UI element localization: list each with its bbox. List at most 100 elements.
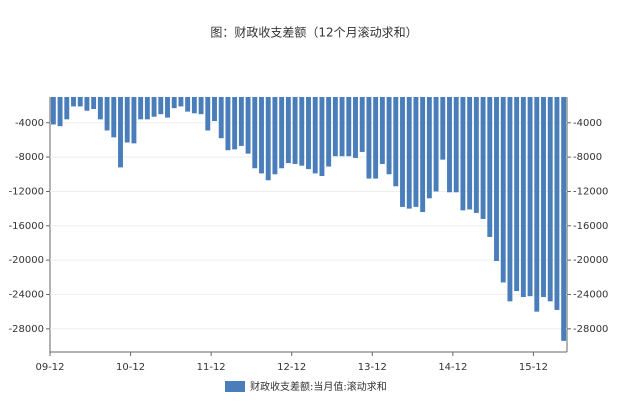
- bar: [346, 97, 352, 157]
- bar: [447, 97, 452, 193]
- bar: [151, 97, 157, 117]
- bar: [332, 97, 338, 157]
- bar: [306, 97, 311, 170]
- bar: [353, 97, 358, 158]
- y2-tick-label: -16000: [573, 221, 608, 232]
- bar: [541, 97, 546, 298]
- y2-tick-label: -12000: [573, 186, 608, 197]
- x-tick-label: 15-12: [519, 362, 548, 373]
- bar: [118, 97, 123, 168]
- bar: [238, 97, 244, 146]
- bar: [366, 97, 372, 179]
- bar: [252, 97, 258, 169]
- bar: [494, 97, 499, 261]
- bar: [111, 97, 117, 138]
- bar: [406, 97, 412, 209]
- bar: [420, 97, 426, 213]
- bar: [460, 97, 466, 211]
- bar: [104, 97, 110, 131]
- bar: [57, 97, 63, 127]
- y-tick-label: -24000: [9, 289, 44, 300]
- bar: [225, 97, 231, 151]
- legend-swatch: [225, 381, 245, 392]
- bar: [561, 97, 567, 341]
- bar: [259, 97, 264, 174]
- bar: [386, 97, 392, 175]
- bar: [487, 97, 493, 237]
- bar: [453, 97, 459, 193]
- bar: [171, 97, 177, 109]
- bar: [178, 97, 184, 107]
- bar: [426, 97, 432, 199]
- bar: [124, 97, 130, 143]
- bar: [185, 97, 191, 112]
- bar: [520, 97, 526, 298]
- bar: [312, 97, 318, 174]
- bar: [131, 97, 137, 144]
- bar: [279, 97, 285, 169]
- y-tick-label: -16000: [9, 221, 44, 232]
- bar: [527, 97, 533, 297]
- bar: [299, 97, 305, 166]
- bar: [158, 97, 164, 115]
- bar: [319, 97, 325, 176]
- bar: [473, 97, 479, 213]
- bar: [165, 97, 170, 118]
- bar: [500, 97, 506, 283]
- bar: [467, 97, 473, 210]
- bar: [400, 97, 405, 207]
- y2-tick-label: -8000: [573, 152, 602, 163]
- bar: [379, 97, 385, 164]
- bar: [507, 97, 513, 302]
- y2-tick-label: -20000: [573, 255, 608, 266]
- x-tick-label: 10-12: [116, 362, 145, 373]
- y2-tick-label: -28000: [573, 324, 608, 335]
- y-tick-label: -4000: [15, 118, 44, 129]
- bar: [480, 97, 486, 219]
- bar: [554, 97, 560, 310]
- bar: [326, 97, 332, 167]
- y-tick-label: -12000: [9, 186, 44, 197]
- bar: [205, 97, 211, 131]
- bar: [71, 97, 76, 107]
- bar: [212, 97, 217, 122]
- bar: [64, 97, 70, 120]
- bar: [413, 97, 419, 207]
- bar: [77, 97, 83, 107]
- bar: [50, 97, 56, 125]
- x-tick-label: 14-12: [438, 362, 467, 373]
- bar: [84, 97, 90, 111]
- bar: [433, 97, 439, 192]
- bar: [245, 97, 251, 154]
- bar: [265, 97, 271, 181]
- bar: [232, 97, 238, 150]
- bar: [514, 97, 520, 292]
- y-tick-label: -8000: [15, 152, 44, 163]
- legend-label: 财政收支差额:当月值:滚动求和: [250, 380, 387, 393]
- bar: [292, 97, 298, 164]
- y2-tick-label: -4000: [573, 118, 602, 129]
- y2-tick-label: -24000: [573, 289, 608, 300]
- bar: [272, 97, 278, 175]
- bar: [440, 97, 446, 160]
- bar: [373, 97, 379, 179]
- x-tick-label: 13-12: [358, 362, 387, 373]
- x-tick-label: 12-12: [277, 362, 306, 373]
- chart-title: 图：财政收支差额（12个月滚动求和）: [210, 25, 417, 40]
- x-tick-label: 09-12: [35, 362, 64, 373]
- bar: [359, 97, 365, 152]
- bar: [97, 97, 103, 120]
- bar: [534, 97, 540, 312]
- bar: [198, 97, 204, 115]
- bar: [285, 97, 291, 164]
- y-tick-label: -20000: [9, 255, 44, 266]
- bar: [191, 97, 197, 114]
- x-tick-label: 11-12: [197, 362, 226, 373]
- y-tick-label: -28000: [9, 324, 44, 335]
- bar: [393, 97, 399, 187]
- bar: [218, 97, 224, 139]
- bar: [339, 97, 345, 157]
- bar: [144, 97, 150, 120]
- bar: [547, 97, 553, 302]
